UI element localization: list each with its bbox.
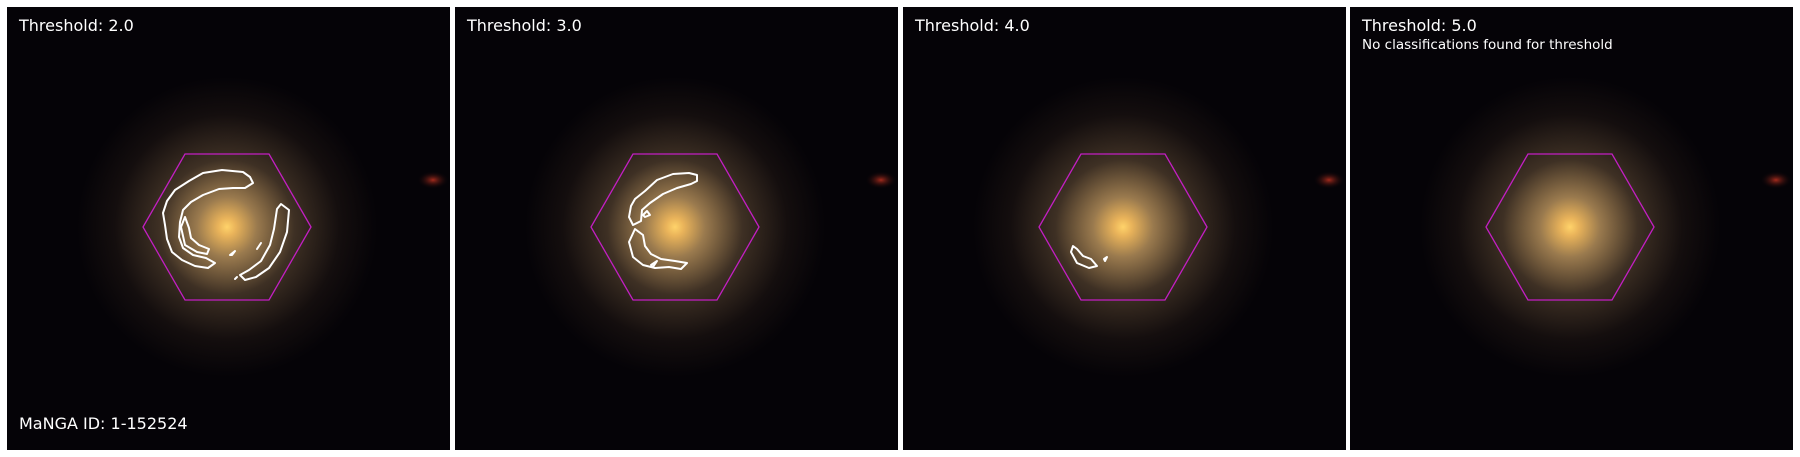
threshold-label: Threshold: 3.0 — [467, 16, 582, 35]
image-panel-threshold-4: Threshold: 4.0 — [903, 7, 1346, 450]
ifu-hexagon — [142, 153, 312, 301]
threshold-label: Threshold: 5.0 — [1362, 16, 1477, 35]
contour — [180, 216, 210, 255]
contour — [650, 260, 658, 268]
contour — [239, 203, 290, 281]
background-source — [1313, 171, 1345, 189]
ifu-hexagon — [1038, 153, 1208, 301]
manga-id-label: MaNGA ID: 1-152524 — [19, 414, 188, 433]
galaxy-image — [1350, 7, 1793, 450]
contour — [256, 242, 262, 250]
contour — [628, 228, 688, 270]
background-source — [417, 171, 449, 189]
contour — [628, 172, 698, 226]
ifu-hexagon — [1485, 153, 1655, 301]
contour — [162, 169, 254, 269]
threshold-label: Threshold: 4.0 — [915, 16, 1030, 35]
galaxy-image — [455, 7, 898, 450]
background-source — [865, 171, 897, 189]
image-panel-threshold-3: Threshold: 3.0 — [455, 7, 898, 450]
contour — [229, 250, 236, 256]
contour — [234, 276, 238, 280]
image-panel-threshold-5: Threshold: 5.0 No classifications found … — [1350, 7, 1793, 450]
threshold-label: Threshold: 2.0 — [19, 16, 134, 35]
background-source — [1760, 171, 1792, 189]
ifu-hexagon — [590, 153, 760, 301]
galaxy-image — [7, 7, 450, 450]
contour — [1070, 245, 1098, 269]
contour — [642, 210, 651, 218]
galaxy-image — [903, 7, 1346, 450]
contour — [1103, 256, 1108, 262]
image-panel-threshold-2: Threshold: 2.0 MaNGA ID: 1-152524 — [7, 7, 450, 450]
no-classification-note: No classifications found for threshold — [1362, 37, 1613, 53]
